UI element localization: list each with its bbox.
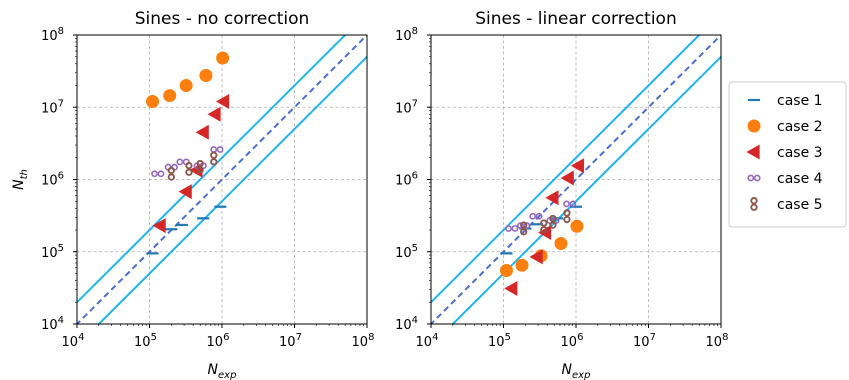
legend-label: case 1 <box>777 93 823 109</box>
data-point <box>517 222 531 230</box>
x-tick-label: 108 <box>352 332 375 350</box>
data-point <box>504 280 518 296</box>
reference-line-2 <box>77 35 347 304</box>
x-axis-label: Nexp <box>562 362 591 380</box>
legend-marker <box>746 144 760 160</box>
legend-marker <box>750 197 758 211</box>
reference-lines <box>77 35 367 324</box>
y-tick-label: 106 <box>395 171 418 189</box>
data-point <box>520 221 528 236</box>
data-point <box>515 258 529 272</box>
data-point <box>540 219 548 234</box>
data-point <box>185 161 193 176</box>
data-point <box>505 225 519 232</box>
data-point <box>570 158 585 174</box>
data-point <box>178 184 192 200</box>
chart-title: Sines - linear correction <box>475 9 676 29</box>
x-tick-label: 105 <box>134 332 157 350</box>
x-tick-label: 107 <box>633 332 656 350</box>
reference-line-3 <box>451 55 721 324</box>
data-point <box>500 264 514 278</box>
legend-label: case 2 <box>777 119 823 135</box>
reference-line-1 <box>77 35 367 324</box>
grid <box>431 35 721 324</box>
x-tick-label: 108 <box>706 332 729 350</box>
data-point <box>163 89 177 103</box>
grid <box>77 35 367 324</box>
legend-label: case 5 <box>777 197 823 213</box>
x-tick-label: 105 <box>488 332 511 350</box>
x-tick-label: 106 <box>561 332 584 350</box>
reference-lines <box>431 35 721 324</box>
y-tick-label: 104 <box>395 315 418 333</box>
y-tick-label: 107 <box>41 98 64 116</box>
reference-line-3 <box>97 55 367 324</box>
data-point <box>146 95 160 109</box>
data-point <box>545 190 559 206</box>
legend-marker <box>747 119 761 133</box>
legend-marker <box>747 174 761 182</box>
y-tick-label: 104 <box>41 315 64 333</box>
data-point <box>210 151 218 166</box>
data-point <box>199 69 213 83</box>
y-axis-label: Nth <box>11 169 30 190</box>
legend-label: case 4 <box>777 171 823 187</box>
data-point <box>152 218 166 234</box>
data-point <box>563 209 571 224</box>
series-case-5 <box>520 209 571 236</box>
y-tick-label: 106 <box>41 171 64 189</box>
data-points <box>500 158 585 296</box>
series-case-4 <box>151 146 224 178</box>
data-point <box>560 170 574 186</box>
data-point <box>195 124 209 140</box>
y-tick-label: 108 <box>395 26 418 44</box>
data-point <box>570 219 584 233</box>
data-point <box>549 214 557 229</box>
y-tick-label: 105 <box>395 243 418 261</box>
y-tick-label: 105 <box>41 243 64 261</box>
legend-frame <box>728 81 847 228</box>
legend-entry-case-4: case 4 <box>747 171 823 187</box>
chart-title: Sines - no correction <box>135 9 310 29</box>
data-point <box>216 94 230 110</box>
series-case-5 <box>167 151 218 181</box>
data-point <box>529 212 543 220</box>
legend-entry-case-1: case 1 <box>748 93 823 109</box>
x-tick-label: 104 <box>416 332 439 350</box>
x-tick-label: 104 <box>62 332 85 350</box>
data-point <box>196 159 204 174</box>
data-point <box>554 237 568 251</box>
legend-label: case 3 <box>777 145 823 161</box>
y-tick-label: 108 <box>41 26 64 44</box>
x-tick-label: 107 <box>279 332 302 350</box>
x-axis-label: Nexp <box>208 362 237 380</box>
data-point <box>563 200 577 208</box>
data-point <box>210 146 224 153</box>
data-point <box>529 249 543 265</box>
legend: case 1 case 2 case 3 case 4 case 5 <box>728 81 847 228</box>
legend-entry-case-3: case 3 <box>746 144 823 161</box>
data-point <box>179 79 193 93</box>
reference-line-2 <box>431 35 701 304</box>
data-point <box>167 166 175 181</box>
data-points <box>146 51 230 255</box>
data-point <box>216 51 230 65</box>
legend-entry-case-2: case 2 <box>747 119 823 135</box>
series-case-2 <box>146 51 230 109</box>
reference-line-1 <box>431 35 721 324</box>
data-point <box>207 106 221 122</box>
x-tick-label: 106 <box>207 332 230 350</box>
series-case-3 <box>504 158 585 296</box>
series-case-1 <box>146 205 227 255</box>
legend-entry-case-5: case 5 <box>750 197 823 213</box>
data-point <box>151 170 165 178</box>
y-tick-label: 107 <box>395 98 418 116</box>
